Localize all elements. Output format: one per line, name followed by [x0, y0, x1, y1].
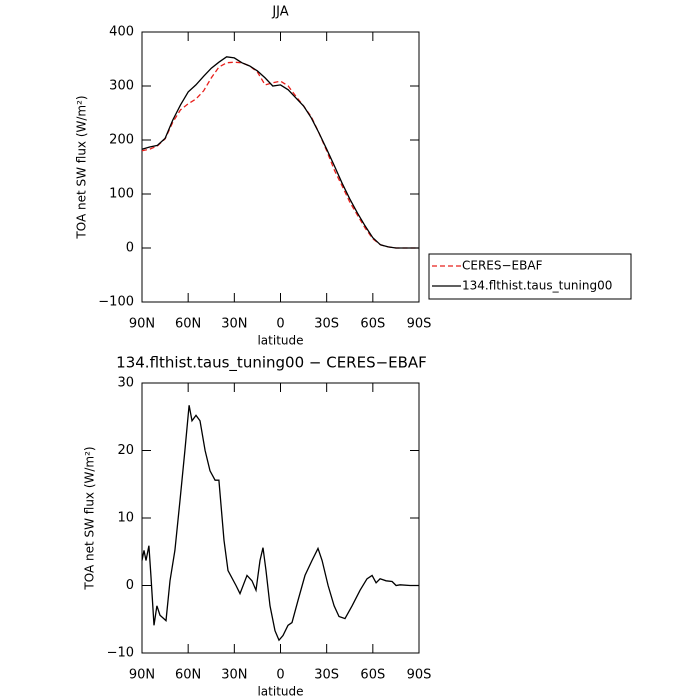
y-tick-label: 0: [126, 241, 134, 256]
plot-frame: [141, 382, 420, 654]
data-line: [141, 56, 419, 249]
chart-title: JJA: [271, 5, 288, 20]
x-tick-label: 90N: [129, 668, 155, 683]
x-axis-label: latitude: [257, 685, 303, 699]
x-tick-label: 90S: [407, 317, 432, 332]
x-tick-label: 90S: [407, 668, 432, 683]
legend-label: CERES−EBAF: [462, 259, 543, 273]
legend-label: 134.flthist.taus_tuning00: [462, 279, 612, 293]
x-tick-label: 60S: [360, 317, 385, 332]
y-tick-label: 0: [126, 578, 134, 593]
plot-frame: [141, 31, 420, 303]
x-axis-label: latitude: [257, 334, 303, 348]
y-axis-label: TOA net SW flux (W/m²): [75, 95, 89, 239]
x-tick-label: 60N: [175, 317, 201, 332]
x-tick-label: 30N: [221, 668, 247, 683]
legend-box: [428, 253, 632, 300]
x-tick-label: 0: [276, 317, 284, 332]
y-tick-label: 20: [117, 443, 134, 458]
x-tick-label: 0: [276, 668, 284, 683]
x-tick-label: 30S: [314, 668, 339, 683]
y-tick-label: −100: [98, 295, 134, 310]
data-line: [141, 405, 419, 642]
x-tick-label: 30N: [221, 317, 247, 332]
y-tick-label: 30: [117, 376, 134, 391]
y-tick-label: 100: [109, 187, 134, 202]
y-tick-label: 10: [117, 511, 134, 526]
y-axis-label: TOA net SW flux (W/m²): [83, 446, 97, 590]
y-tick-label: 200: [109, 133, 134, 148]
y-tick-label: −10: [107, 646, 134, 661]
x-tick-label: 60N: [175, 668, 201, 683]
x-tick-label: 60S: [360, 668, 385, 683]
y-tick-label: 300: [109, 79, 134, 94]
x-tick-label: 30S: [314, 317, 339, 332]
chart-title: 134.flthist.taus_tuning00 − CERES−EBAF: [116, 354, 427, 373]
data-line: [141, 61, 419, 249]
x-tick-label: 90N: [129, 317, 155, 332]
y-tick-label: 400: [109, 25, 134, 40]
